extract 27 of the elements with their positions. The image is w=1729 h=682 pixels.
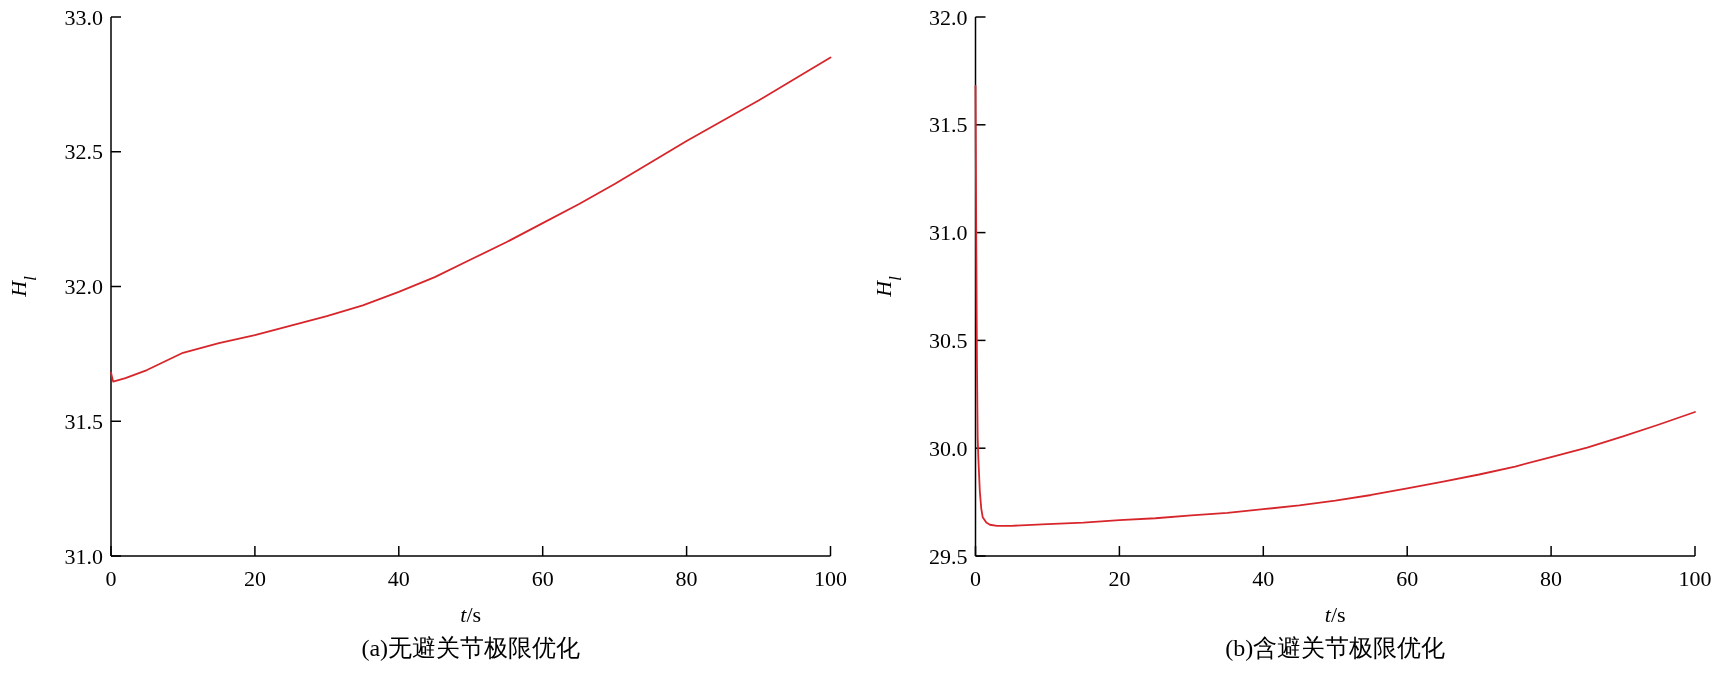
y-tick-label: 32.0	[929, 4, 968, 30]
y-tick-label: 31.0	[929, 220, 968, 246]
y-tick-label: 32.0	[64, 274, 103, 299]
y-tick-label: 33.0	[64, 4, 103, 30]
x-tick-label: 80	[675, 566, 698, 591]
x-axis-title: t/s	[1324, 602, 1346, 627]
y-tick-label: 30.0	[929, 435, 968, 461]
x-tick-label: 40	[387, 566, 410, 591]
x-tick-label: 20	[243, 566, 266, 591]
y-tick-label: 31.5	[929, 112, 968, 138]
x-tick-label: 80	[1540, 566, 1563, 591]
x-tick-label: 60	[1396, 566, 1419, 591]
y-tick-label: 31.5	[64, 408, 103, 434]
x-tick-label: 100	[1678, 566, 1712, 591]
text: (b)含避关节极限优化	[1225, 635, 1446, 661]
text: (a)无避关节极限优化	[361, 635, 581, 661]
y-tick-label: 32.5	[64, 139, 103, 165]
x-axis-title: t/s	[460, 602, 482, 627]
x-tick-label: 20	[1108, 566, 1131, 591]
x-tick-label: 0	[970, 566, 981, 591]
y-tick-label: 31.0	[64, 543, 103, 569]
x-tick-label: 60	[531, 566, 554, 591]
y-tick-label: 30.5	[929, 327, 968, 353]
x-tick-label: 0	[105, 566, 117, 591]
y-tick-label: 29.5	[929, 543, 968, 569]
x-tick-label: 40	[1252, 566, 1275, 591]
x-tick-label: 100	[814, 566, 847, 591]
